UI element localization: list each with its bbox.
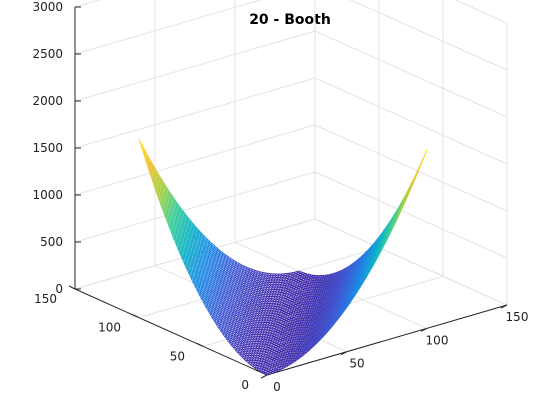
x-tick-mark — [340, 351, 348, 356]
x-axis-line — [266, 304, 508, 376]
y-tick-mark — [196, 342, 204, 347]
grid-line — [74, 124, 316, 196]
x-tick-mark — [420, 327, 428, 332]
mesh-line — [421, 156, 425, 164]
grid-line — [74, 0, 101, 8]
grid-line — [314, 77, 508, 165]
grid-line — [74, 77, 316, 149]
grid-line — [314, 218, 508, 306]
x-tick-mark — [500, 304, 508, 309]
axes-box — [68, 6, 508, 379]
surface-mesh — [138, 138, 428, 376]
grid-line — [349, 0, 508, 71]
grid-line — [454, 0, 508, 24]
y-tick-mark — [68, 285, 76, 290]
grid-line — [314, 171, 508, 259]
y-axis-line — [74, 288, 268, 376]
grid-line — [74, 171, 316, 243]
grid-line — [314, 124, 508, 212]
mesh-line — [423, 149, 428, 157]
y-tick-mark — [132, 314, 140, 319]
grid-line — [74, 0, 262, 55]
chart-title: 20 - Booth — [249, 12, 331, 28]
grid-line — [314, 30, 508, 118]
grid-line — [74, 30, 316, 102]
x-tick-mark — [260, 374, 268, 379]
